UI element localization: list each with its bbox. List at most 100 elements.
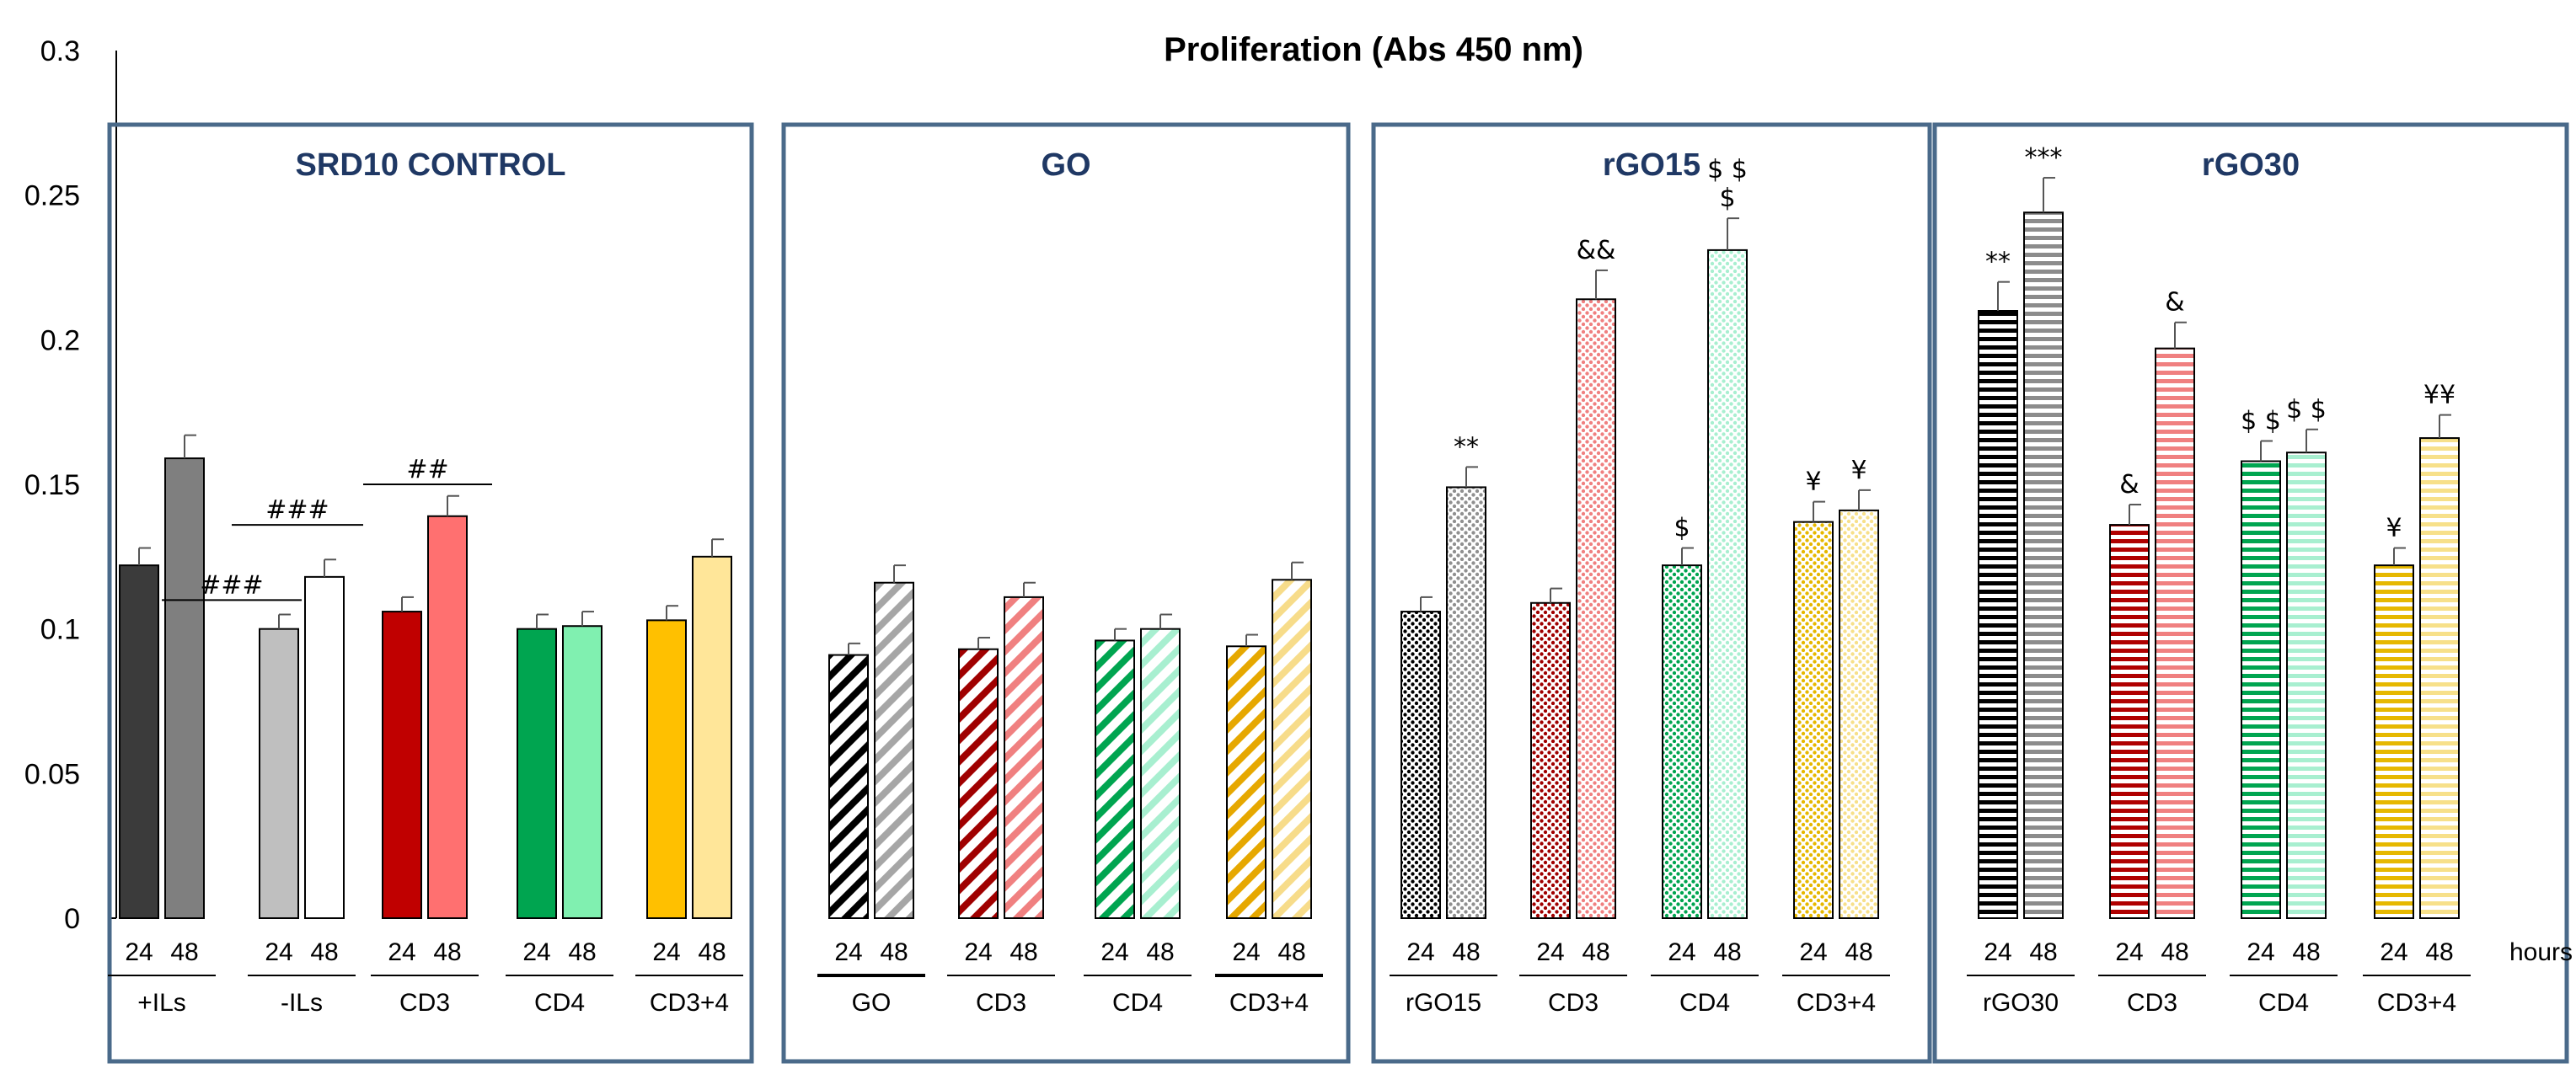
y-tick-label: 0.05 xyxy=(24,758,80,790)
bar xyxy=(1530,601,1571,919)
bar-group: $ $ 24 $ $ 48 CD4 xyxy=(2230,395,2338,1017)
y-tick-label: 0.2 xyxy=(40,324,80,356)
bar xyxy=(874,581,914,919)
bar xyxy=(517,628,557,920)
panel-frame xyxy=(107,122,754,1064)
y-axis: 0 0.05 0.1 0.15 0.2 0.25 0.3 xyxy=(24,35,117,935)
timepoint-label: 24 xyxy=(2380,938,2407,966)
group-label: CD3+4 xyxy=(2377,989,2456,1017)
bar-group: 24 48 CD4 xyxy=(1084,613,1192,1017)
significance-label: $ $ xyxy=(2286,395,2327,425)
bar xyxy=(164,457,205,919)
comparison-label: ### xyxy=(265,495,329,525)
bar xyxy=(304,575,345,919)
y-tick-label: 0.1 xyxy=(40,614,80,646)
group-label: CD3 xyxy=(1548,989,1599,1017)
bar-group: ¥24 ¥¥ 48 CD3+4 xyxy=(2363,381,2471,1017)
group-label: rGO15 xyxy=(1406,989,1481,1017)
bar xyxy=(1793,521,1834,920)
panel-title: SRD10 CONTROL xyxy=(296,147,566,183)
bar xyxy=(562,625,602,919)
bar-group: ** 24 *** 48 rGO30 xyxy=(1967,143,2075,1017)
timepoint-label: 24 xyxy=(1101,938,1128,966)
timepoint-label: 48 xyxy=(1277,938,1305,966)
timepoint-label: 24 xyxy=(1536,938,1564,966)
bar-group: 24 48 CD4 xyxy=(506,611,613,1017)
timepoint-label: 48 xyxy=(568,938,596,966)
group-label: CD4 xyxy=(2258,989,2309,1017)
panel-title: GO xyxy=(1041,147,1090,183)
significance-label: ¥¥ xyxy=(2423,381,2456,410)
y-tick-label: 0 xyxy=(64,903,80,935)
timepoint-label: 48 xyxy=(1845,938,1872,966)
group-label: -ILs xyxy=(281,989,323,1017)
timepoint-label: 48 xyxy=(2029,938,2057,966)
bar xyxy=(2419,437,2460,919)
group-label: GO xyxy=(852,989,892,1017)
bar xyxy=(2241,460,2281,919)
bar xyxy=(1095,639,1135,920)
bar xyxy=(259,628,299,920)
panel-frame xyxy=(1932,122,2569,1064)
hours-label-group: hours xyxy=(2509,938,2573,966)
bar xyxy=(958,648,999,919)
bar-group: 24 48 CD3+4 xyxy=(635,538,743,1017)
bar-group: ¥24 ¥48 CD3+4 xyxy=(1782,456,1890,1017)
bar xyxy=(119,564,159,920)
significance-label: $ xyxy=(1719,184,1735,213)
timepoint-label: 48 xyxy=(698,938,726,966)
bar xyxy=(427,515,468,919)
timepoint-label: 48 xyxy=(1010,938,1037,966)
bar-group: 24 ** 48 rGO15 xyxy=(1390,432,1497,1017)
timepoint-label: 24 xyxy=(652,938,680,966)
group-label: CD4 xyxy=(534,989,585,1017)
panel-frame xyxy=(781,122,1351,1064)
bar xyxy=(1662,564,1702,920)
significance-label: & xyxy=(2165,288,2184,318)
bar xyxy=(1576,298,1616,919)
panel-title: rGO15 xyxy=(1603,147,1700,183)
bar xyxy=(382,611,422,919)
panel-1: GO 24 48 GO 24 48 CD3 24 48 CD4 24 48 CD3+4 xyxy=(781,122,1351,1064)
bar-group: 24 48 +ILs xyxy=(108,434,216,1017)
bar-group: & 24 & 48 CD3 xyxy=(2098,288,2206,1017)
bar xyxy=(828,654,869,919)
timepoint-label: 24 xyxy=(1984,938,2011,966)
bar xyxy=(1978,310,2018,919)
timepoint-label: 24 xyxy=(1406,938,1434,966)
bar-group: 24 48 CD3 xyxy=(371,494,479,1017)
group-label: CD4 xyxy=(1112,989,1163,1017)
group-label: CD3+4 xyxy=(1797,989,1876,1017)
y-tick-label: 0.3 xyxy=(40,35,80,67)
timepoint-label: 24 xyxy=(1668,938,1695,966)
timepoint-label: 48 xyxy=(1582,938,1609,966)
group-label: rGO30 xyxy=(1983,989,2059,1017)
significance-label: ¥ xyxy=(1850,456,1866,485)
timepoint-label: 48 xyxy=(1146,938,1174,966)
bar xyxy=(1707,248,1748,919)
panel-frame xyxy=(1371,122,1932,1064)
panel-0: SRD10 CONTROL 24 48 +ILs 24 48 -ILs 24 48 CD3 24 48… xyxy=(107,122,754,1064)
bar xyxy=(2155,347,2195,919)
significance-label: ¥ xyxy=(2386,514,2402,543)
timepoint-label: 24 xyxy=(964,938,992,966)
group-label: CD3 xyxy=(976,989,1026,1017)
bar xyxy=(2023,211,2064,919)
timepoint-label: 24 xyxy=(265,938,292,966)
timepoint-label: 48 xyxy=(1452,938,1480,966)
bar-group: 24 && 48 CD3 xyxy=(1519,236,1627,1017)
significance-label: $ $ xyxy=(2241,407,2281,436)
timepoint-label: 24 xyxy=(125,938,153,966)
significance-label: ¥ xyxy=(1805,468,1821,497)
bar xyxy=(646,619,687,919)
bar-group: 24 48 CD3 xyxy=(947,581,1055,1017)
significance-label: & xyxy=(2119,470,2139,500)
significance-label: *** xyxy=(2025,143,2063,173)
significance-label: $ $ xyxy=(1707,155,1748,184)
comparison-label: ### xyxy=(200,570,263,600)
panels: SRD10 CONTROL 24 48 +ILs 24 48 -ILs 24 48 CD3 24 48… xyxy=(107,122,2569,1064)
bar xyxy=(1004,596,1044,920)
timepoint-label: 48 xyxy=(170,938,198,966)
bar-group: 24 48 CD3+4 xyxy=(1215,561,1323,1017)
